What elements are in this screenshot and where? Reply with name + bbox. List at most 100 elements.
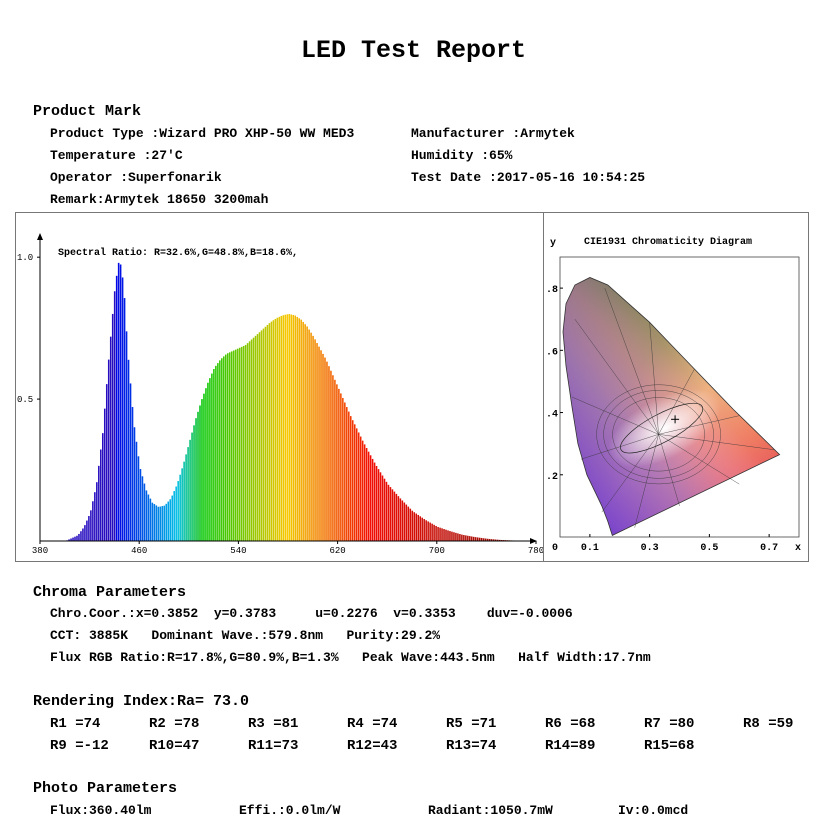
- spectrum-bar: [84, 525, 86, 541]
- spectrum-bar: [447, 530, 449, 541]
- humidity-label: Humidity :: [411, 148, 490, 163]
- temperature-value: 27'C: [151, 148, 183, 163]
- cie-y-tick-label: .4: [546, 410, 558, 421]
- spectrum-bar: [312, 335, 314, 541]
- spectrum-bar: [407, 506, 410, 541]
- spectrum-bar: [272, 320, 275, 541]
- spectrum-bar: [478, 537, 481, 541]
- spectrum-bar: [211, 373, 213, 541]
- spectrum-bar: [346, 407, 348, 541]
- chroma-coordinates: Chro.Coor.:x=0.3852 y=0.3783 u=0.2276 v=…: [50, 606, 573, 621]
- cie-planckian-ellipse: [620, 402, 704, 454]
- photo-params-heading: Photo Parameters: [33, 780, 178, 797]
- spectrum-bar: [310, 332, 312, 541]
- spectrum-bar: [123, 298, 126, 541]
- spectrum-bar: [379, 472, 382, 541]
- spectrum-bar: [139, 469, 142, 541]
- spectrum-bar: [492, 539, 495, 541]
- spectrum-bar: [415, 513, 418, 541]
- spectrum-bar: [340, 393, 342, 541]
- spectrum-bar: [109, 336, 112, 541]
- spectrum-axes: 380 460 540 620 700 780 1.0 0.5: [17, 233, 544, 556]
- spectrum-bar: [375, 465, 378, 541]
- cie-locus: [562, 277, 781, 536]
- cie-white-region: [608, 388, 722, 468]
- spectrum-bar: [383, 478, 386, 541]
- cie-region-line: [634, 434, 659, 528]
- spectrum-bar: [413, 512, 416, 541]
- spectrum-bar: [189, 439, 191, 541]
- spectrum-bar: [246, 343, 249, 541]
- spectrum-bar: [185, 454, 187, 541]
- spectrum-bar: [238, 347, 241, 541]
- spectrum-bar: [100, 449, 102, 541]
- spectrum-bar: [437, 526, 439, 541]
- spectrum-bar: [230, 351, 233, 541]
- spectrum-bar: [342, 397, 344, 541]
- spectrum-bar: [282, 315, 285, 541]
- spectrum-bar: [296, 316, 298, 541]
- spectrum-bar: [298, 318, 300, 541]
- spectrum-bar: [215, 365, 217, 541]
- product-type-label: Product Type :: [50, 126, 160, 141]
- spectrum-bar: [367, 451, 370, 541]
- spectrum-bar: [488, 538, 491, 541]
- spectrum-bar: [351, 420, 354, 541]
- spectrum-bar: [163, 505, 166, 541]
- spectrum-bar: [324, 357, 326, 541]
- operator-value: Superfonarik: [128, 170, 222, 185]
- cie-x-axis-label: x: [795, 543, 801, 554]
- spectrum-bar: [363, 444, 366, 541]
- spectrum-bar: [286, 314, 289, 541]
- spectrum-bar: [264, 326, 267, 541]
- spectrum-bar: [395, 493, 398, 541]
- spectrum-bar: [143, 483, 146, 541]
- product-type-value: Wizard PRO XHP-50 WW MED3: [159, 126, 355, 141]
- spectrum-bar: [276, 317, 279, 541]
- spectrum-bar: [199, 405, 201, 541]
- chroma-heading: Chroma Parameters: [33, 584, 187, 601]
- spectrum-bar: [439, 527, 441, 541]
- spectrum-bar: [389, 487, 392, 541]
- spectrum-bar: [86, 520, 88, 541]
- spectrum-bar: [270, 321, 273, 541]
- spectrum-bar: [359, 436, 362, 541]
- spectrum-bar: [102, 433, 104, 541]
- spectrum-bar: [129, 383, 132, 541]
- test-date-value: 2017-05-16 10:54:25: [496, 170, 646, 185]
- spectrum-bar: [411, 510, 414, 541]
- spectrum-bar: [203, 393, 205, 541]
- spectrum-bar: [268, 323, 271, 541]
- spectrum-bar: [240, 346, 243, 541]
- spectrum-bar: [480, 537, 483, 541]
- spectrum-bar: [294, 315, 296, 541]
- spectrum-bar: [195, 418, 197, 541]
- spectrum-bar: [443, 529, 445, 541]
- spectrum-chart: 380 460 540 620 700 780 1.0 0.5 Spectral Ratio:…: [17, 233, 544, 556]
- spectrum-bar: [292, 314, 295, 541]
- test-date-row: Test Date :2017-05-16 10:54:25: [411, 170, 645, 185]
- spectrum-bar: [435, 525, 437, 541]
- spectrum-bar: [355, 428, 358, 541]
- spectrum-bar: [338, 388, 340, 541]
- photo-efficacy: Effi.:0.0lm/W: [239, 803, 341, 818]
- spectrum-bar: [68, 539, 70, 541]
- operator-row: Operator :Superfonarik: [50, 170, 222, 185]
- spectrum-bar: [234, 349, 237, 541]
- rendering-value: R8 =59: [743, 716, 794, 732]
- cie-y-tick-label: .6: [546, 347, 558, 358]
- spectrum-bar: [157, 506, 160, 541]
- manufacturer-label: Manufacturer :: [411, 126, 521, 141]
- spectrum-bar: [399, 498, 402, 541]
- spectrum-bar: [179, 474, 181, 541]
- spectrum-bar: [250, 339, 253, 541]
- spectrum-bar: [369, 455, 372, 541]
- spectrum-bar: [330, 370, 332, 541]
- spectrum-bar: [96, 482, 98, 541]
- spectrum-bar: [80, 531, 82, 541]
- spectrum-bar: [445, 529, 447, 541]
- spectrum-bar: [393, 491, 396, 541]
- spectrum-bar: [221, 358, 223, 541]
- rendering-value: R9 =-12: [50, 738, 109, 754]
- spectrum-bar: [201, 399, 203, 541]
